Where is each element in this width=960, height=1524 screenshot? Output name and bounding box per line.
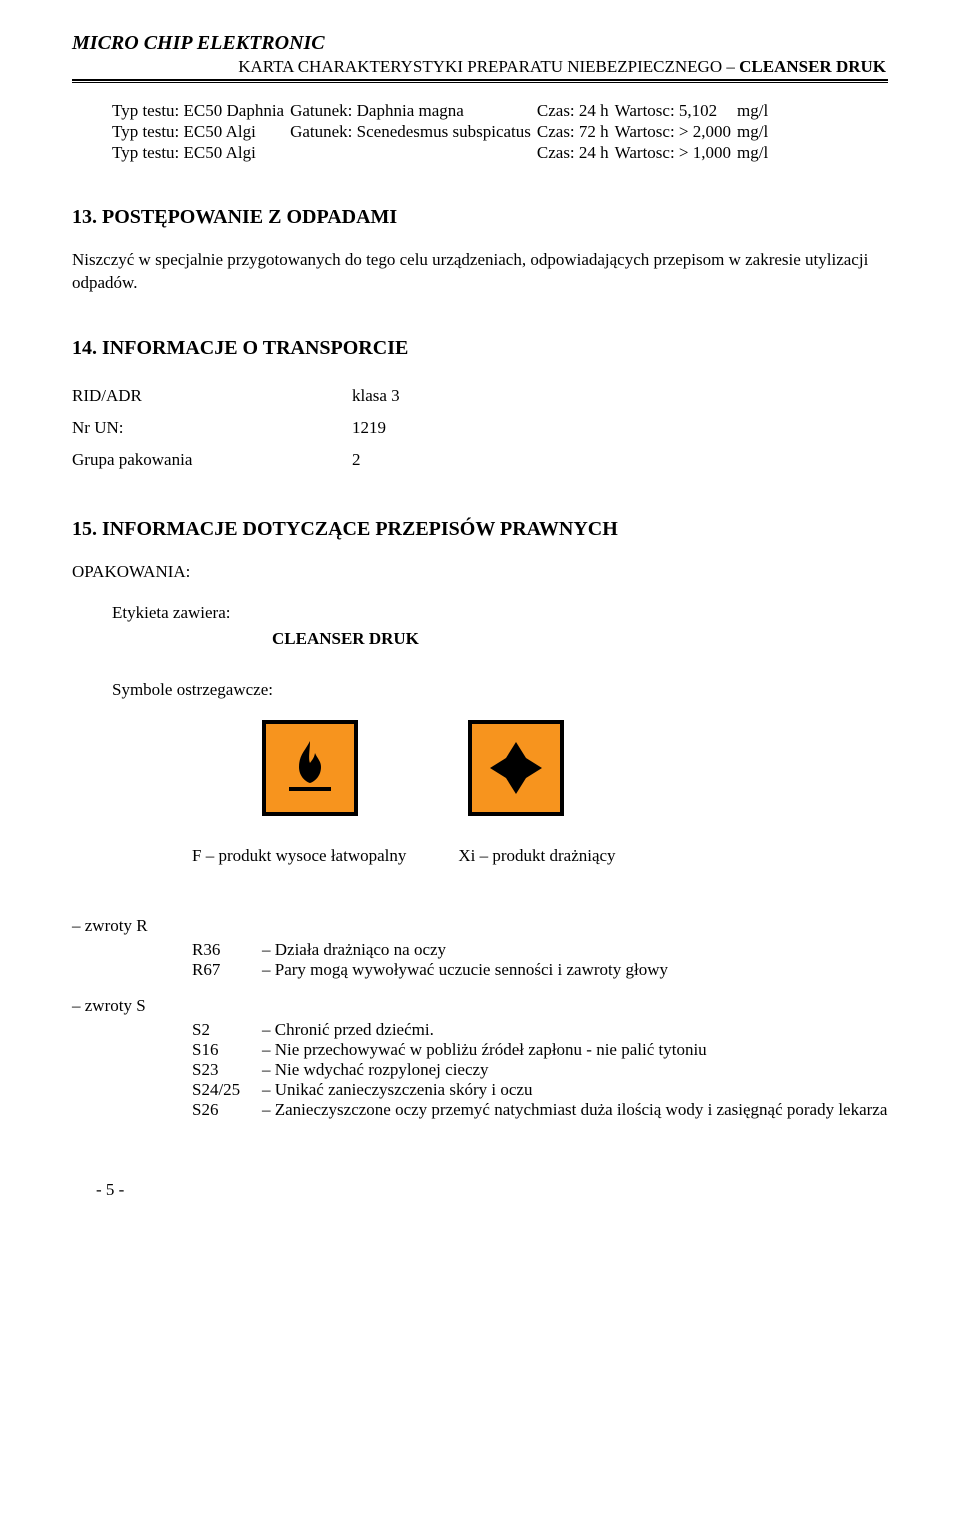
test-type: Typ testu: EC50 Daphnia [112,101,290,122]
phrase-code: S2 [192,1020,262,1040]
gutter [72,1040,192,1060]
phrase-code: S24/25 [192,1080,262,1100]
test-unit: mg/l [737,101,774,122]
test-species: Gatunek: Scenedesmus subspicatus [290,122,537,143]
test-unit: mg/l [737,122,774,143]
test-value: Wartosc: > 2,000 [615,122,737,143]
hazard-captions: F – produkt wysoce łatwopalny Xi – produ… [192,846,888,866]
test-unit: mg/l [737,143,774,164]
phrase-text: – Zanieczyszczone oczy przemyć natychmia… [262,1100,888,1120]
phrase-row: S16 – Nie przechowywać w pobliżu źródeł … [72,1040,888,1060]
kv-key: Nr UN: [72,412,352,444]
flammable-icon [262,720,358,816]
section-13-body: Niszczyć w specjalnie przygotowanych do … [72,249,888,295]
phrase-code: S26 [192,1100,262,1120]
gutter [72,1060,192,1080]
header-rule-thin [72,82,888,83]
test-value: Wartosc: 5,102 [615,101,737,122]
header-rule-thick [72,79,888,81]
header-subtitle-product: CLEANSER DRUK [739,57,886,76]
hazard-symbols-row [262,720,888,816]
table-row: Typ testu: EC50 Algi Gatunek: Scenedesmu… [112,122,774,143]
phrase-text: – Unikać zanieczyszczenia skóry i oczu [262,1080,888,1100]
section-13-heading: 13. POSTĘPOWANIE Z ODPADAMI [72,206,888,229]
caption-irritant: Xi – produkt drażniący [458,846,615,866]
header-subtitle-prefix: KARTA CHARAKTERYSTYKI PREPARATU NIEBEZPI… [238,57,739,76]
transport-table: RID/ADR klasa 3 Nr UN: 1219 Grupa pakowa… [72,380,400,476]
packaging-label: OPAKOWANIA: [72,561,888,584]
gutter [72,1020,192,1040]
test-time: Czas: 24 h [537,143,615,164]
phrase-text: – Działa drażniąco na oczy [262,940,888,960]
table-row: Nr UN: 1219 [72,412,400,444]
phrase-text: – Nie wdychać rozpylonej cieczy [262,1060,888,1080]
phrase-row: R36 – Działa drażniąco na oczy [72,940,888,960]
phrase-code: R67 [192,960,262,980]
phrase-code: S16 [192,1040,262,1060]
header-company: MICRO CHIP ELEKTRONIC [72,32,888,55]
gutter [72,960,192,980]
test-type: Typ testu: EC50 Algi [112,122,290,143]
phrase-code: S23 [192,1060,262,1080]
s-phrases: – zwroty S S2 – Chronić przed dziećmi. S… [72,996,888,1120]
test-species: Gatunek: Daphnia magna [290,101,537,122]
test-type: Typ testu: EC50 Algi [112,143,290,164]
test-time: Czas: 72 h [537,122,615,143]
symbols-label: Symbole ostrzegawcze: [112,679,888,702]
phrase-row: S24/25 – Unikać zanieczyszczenia skóry i… [72,1080,888,1100]
kv-value: 1219 [352,412,400,444]
gutter [72,1100,192,1120]
kv-key: RID/ADR [72,380,352,412]
table-row: RID/ADR klasa 3 [72,380,400,412]
r-phrases: – zwroty R R36 – Działa drażniąco na ocz… [72,916,888,980]
gutter [72,1080,192,1100]
irritant-icon [468,720,564,816]
phrase-text: – Chronić przed dziećmi. [262,1020,888,1040]
phrase-text: – Nie przechowywać w pobliżu źródeł zapł… [262,1040,888,1060]
header-subtitle: KARTA CHARAKTERYSTYKI PREPARATU NIEBEZPI… [72,57,888,77]
phrase-text: – Pary mogą wywoływać uczucie senności i… [262,960,888,980]
kv-value: 2 [352,444,400,476]
table-row: Grupa pakowania 2 [72,444,400,476]
phrase-row: S26 – Zanieczyszczone oczy przemyć natyc… [72,1100,888,1120]
gutter [72,940,192,960]
page: MICRO CHIP ELEKTRONIC KARTA CHARAKTERYST… [0,0,960,1240]
test-value: Wartosc: > 1,000 [615,143,737,164]
test-time: Czas: 24 h [537,101,615,122]
test-species [290,143,537,164]
kv-key: Grupa pakowania [72,444,352,476]
phrase-row: S23 – Nie wdychać rozpylonej cieczy [72,1060,888,1080]
caption-flammable: F – produkt wysoce łatwopalny [192,846,406,866]
kv-value: klasa 3 [352,380,400,412]
s-label: – zwroty S [72,996,888,1016]
section-14-heading: 14. INFORMACJE O TRANSPORCIE [72,337,888,360]
table-row: Typ testu: EC50 Algi Czas: 24 h Wartosc:… [112,143,774,164]
phrase-code: R36 [192,940,262,960]
phrase-row: S2 – Chronić przed dziećmi. [72,1020,888,1040]
test-table: Typ testu: EC50 Daphnia Gatunek: Daphnia… [112,101,774,164]
page-number: - 5 - [96,1180,888,1200]
phrase-row: R67 – Pary mogą wywoływać uczucie sennoś… [72,960,888,980]
product-name: CLEANSER DRUK [272,629,888,649]
section-15-heading: 15. INFORMACJE DOTYCZĄCE PRZEPISÓW PRAWN… [72,518,888,541]
table-row: Typ testu: EC50 Daphnia Gatunek: Daphnia… [112,101,774,122]
r-label: – zwroty R [72,916,888,936]
etykieta-label: Etykieta zawiera: [112,602,888,625]
